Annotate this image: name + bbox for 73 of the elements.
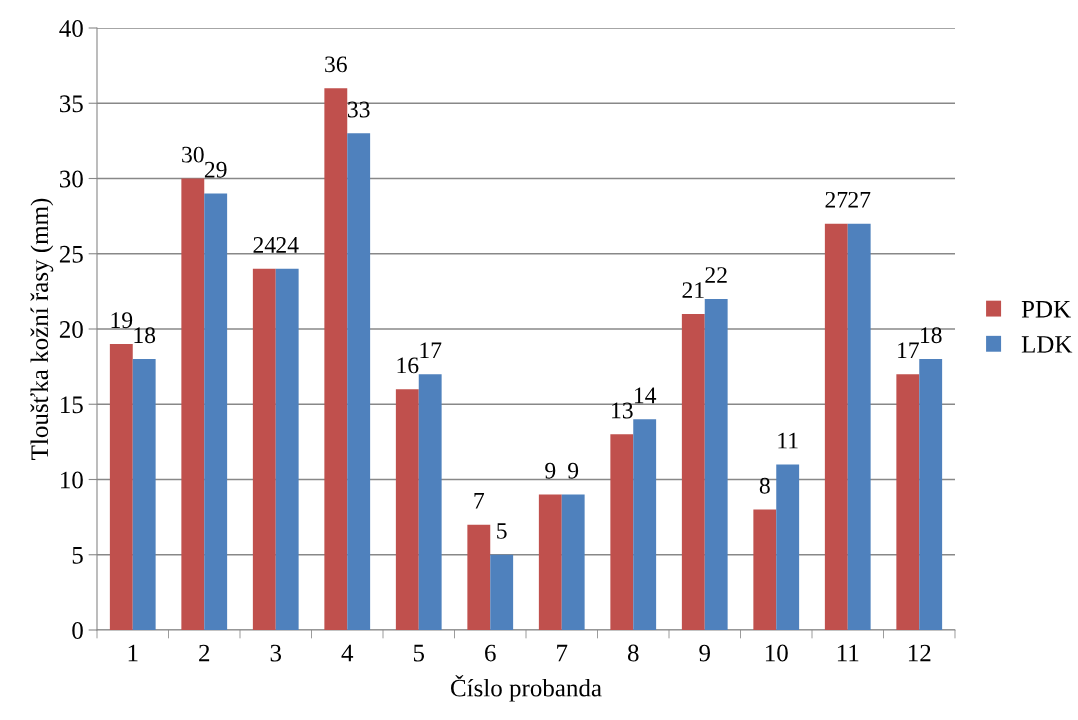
data-label: 7 [474, 493, 485, 509]
data-label: 8 [759, 477, 770, 494]
x-tick-label: 11 [837, 644, 859, 662]
data-label: 17 [898, 342, 919, 359]
bar [467, 524, 491, 630]
data-label: 27 [825, 191, 848, 208]
x-tick-label: 6 [485, 644, 496, 662]
y-tick-label: 40 [59, 20, 83, 37]
data-label: 5 [497, 523, 507, 539]
data-label: 19 [111, 312, 133, 329]
bar [633, 419, 657, 630]
bar [395, 389, 419, 630]
data-label: 16 [397, 357, 419, 374]
data-label: 9 [568, 462, 579, 479]
x-tick-label: 12 [908, 644, 931, 662]
bar [109, 344, 133, 630]
x-tick-label: 7 [557, 644, 568, 662]
bar [418, 374, 442, 630]
data-label: 27 [848, 191, 871, 208]
data-label: 21 [682, 282, 704, 298]
y-tick-label: 35 [60, 95, 83, 113]
bar [704, 298, 728, 630]
bar [776, 464, 800, 630]
x-tick-label: 1 [128, 644, 138, 662]
y-tick-label: 30 [60, 170, 83, 188]
data-label: 13 [612, 402, 633, 419]
bar [919, 359, 943, 630]
y-tick-label: 15 [61, 396, 83, 414]
x-tick-label: 8 [627, 644, 639, 662]
bar [347, 133, 371, 630]
data-label: 18 [920, 327, 942, 344]
y-tick-label: 25 [59, 245, 83, 263]
bar [753, 509, 777, 630]
legend-label: LDK [1021, 336, 1073, 353]
data-label: 18 [134, 327, 156, 344]
x-tick-label: 4 [341, 644, 354, 662]
data-label: 14 [634, 387, 657, 404]
data-label: 33 [348, 101, 370, 118]
bar [181, 178, 205, 630]
y-axis-title: Tloušťka kožní řasy (mm) [30, 198, 54, 460]
bar [610, 434, 634, 630]
data-label: 11 [778, 432, 798, 449]
y-tick-label: 20 [59, 321, 83, 338]
y-tick-label: 10 [61, 471, 83, 489]
data-label: 17 [420, 342, 442, 359]
x-tick-label: 10 [765, 644, 788, 662]
bar [324, 88, 348, 630]
data-label: 36 [325, 56, 347, 73]
x-tick-label: 5 [413, 644, 425, 662]
bar [275, 268, 299, 630]
bar [847, 223, 871, 630]
bar [204, 193, 228, 630]
bar [896, 374, 920, 630]
y-tick-label: 5 [72, 547, 83, 564]
data-label: 9 [545, 462, 556, 479]
bar [490, 554, 514, 630]
data-label: 30 [182, 146, 204, 163]
bar [824, 223, 848, 630]
data-label: 24 [276, 237, 299, 253]
x-tick-label: 9 [699, 644, 710, 662]
bar [252, 268, 276, 630]
legend-label: PDK [1021, 301, 1071, 318]
bar [681, 313, 705, 630]
x-tick-label: 3 [270, 644, 282, 662]
y-tick-label: 0 [72, 622, 83, 639]
bar [561, 494, 585, 630]
data-label: 22 [705, 267, 727, 283]
bar [132, 359, 156, 630]
bar [538, 494, 562, 630]
x-axis-title: Číslo probanda [450, 674, 602, 702]
data-label: 29 [204, 161, 227, 178]
x-tick-label: 2 [199, 644, 210, 662]
data-label: 24 [253, 237, 276, 253]
